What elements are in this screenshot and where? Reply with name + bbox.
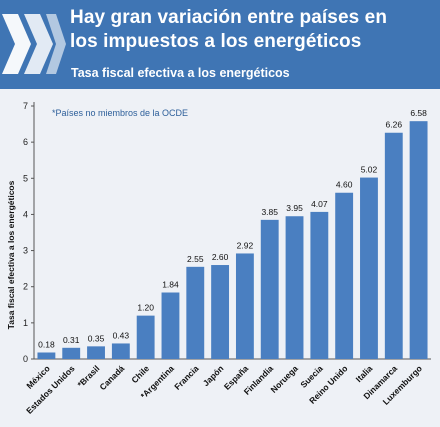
y-tick-label: 4 — [23, 209, 28, 219]
bar — [186, 266, 205, 359]
header-banner: Hay gran variación entre países en los i… — [0, 0, 440, 89]
y-tick-label: 5 — [23, 173, 28, 183]
bar — [335, 192, 354, 359]
bar-value-label: 6.26 — [386, 120, 403, 130]
bar — [62, 347, 81, 359]
bar-value-label: 6.58 — [410, 108, 427, 118]
bar — [310, 211, 329, 359]
bar-value-label: 2.60 — [212, 252, 229, 262]
page-title: Hay gran variación entre países en los i… — [70, 6, 438, 54]
bar — [211, 265, 230, 359]
bar-value-label: 1.20 — [137, 303, 154, 313]
page-subtitle: Tasa fiscal efectiva a los energéticos — [71, 66, 290, 80]
bar — [37, 352, 56, 359]
bar-value-label: 4.60 — [336, 180, 353, 190]
bar — [409, 121, 428, 360]
oecd-logo-icon — [2, 14, 66, 74]
bar-value-label: 3.95 — [286, 203, 303, 213]
non-member-note: *Países no miembros de la OCDE — [52, 108, 188, 118]
bar-value-label: 2.92 — [237, 240, 254, 250]
bar-value-label: 0.18 — [38, 339, 55, 349]
bar — [111, 343, 130, 359]
bar-value-label: 2.55 — [187, 254, 204, 264]
bar — [260, 219, 279, 359]
axes: 0 1 2 3 4 5 6 7 — [23, 101, 431, 364]
title-line-2: los impuestos a los energéticos — [70, 31, 362, 52]
bar-value-label: 3.85 — [261, 207, 278, 217]
bar — [360, 177, 378, 359]
bar-chart: Tasa fiscal efectiva a los energéticos *… — [0, 89, 440, 427]
y-axis-label: Tasa fiscal efectiva a los energéticos — [6, 180, 16, 329]
y-tick-label: 6 — [23, 137, 28, 147]
bar-value-label: 4.07 — [311, 199, 328, 209]
bar-value-label: 0.31 — [63, 335, 80, 345]
y-tick-label: 7 — [23, 101, 28, 111]
y-tick-label: 3 — [23, 246, 28, 256]
bar — [285, 216, 304, 359]
bar — [87, 346, 105, 359]
y-tick-label: 0 — [23, 354, 28, 364]
bar-value-label: 1.84 — [162, 279, 179, 289]
bar — [384, 132, 403, 359]
y-tick-label: 2 — [23, 282, 28, 292]
bar-value-label: 0.43 — [113, 330, 130, 340]
bar-value-label: 0.35 — [88, 333, 105, 343]
title-line-1: Hay gran variación entre países en — [70, 7, 388, 28]
bar-value-label: 5.02 — [361, 165, 378, 175]
y-tick-label: 1 — [23, 318, 28, 328]
bar — [235, 253, 254, 359]
bar — [136, 315, 155, 359]
bar — [161, 292, 180, 359]
